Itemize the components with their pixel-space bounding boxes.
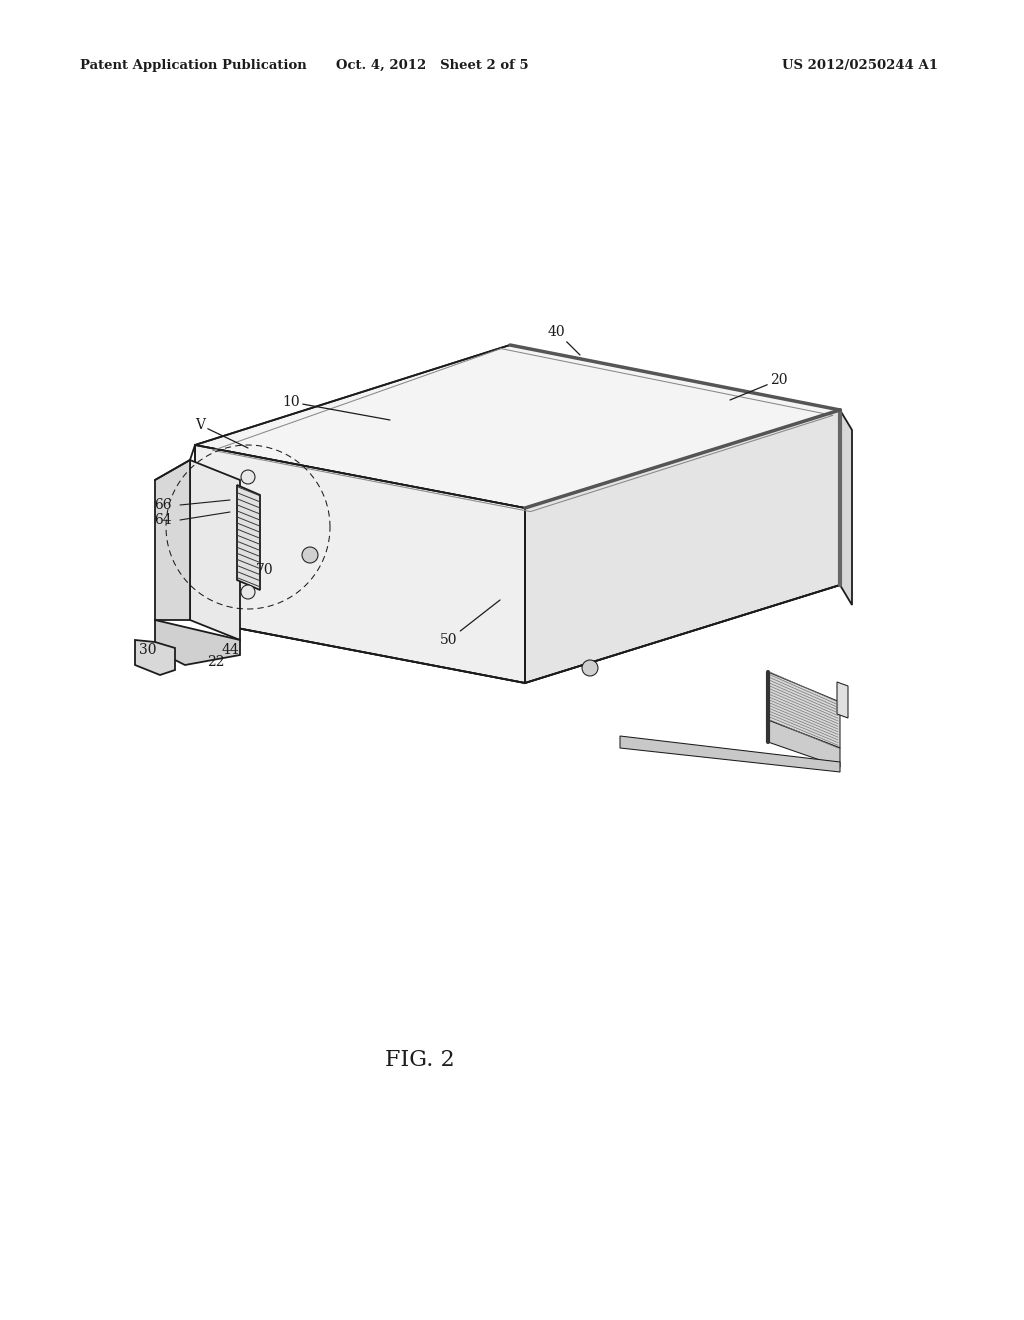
Text: V: V	[195, 418, 248, 447]
Text: 64: 64	[155, 513, 172, 527]
Polygon shape	[768, 672, 840, 748]
Circle shape	[241, 470, 255, 484]
Text: 70: 70	[256, 564, 273, 577]
Polygon shape	[155, 459, 190, 620]
Text: 22: 22	[207, 655, 224, 669]
Circle shape	[582, 660, 598, 676]
Text: 44: 44	[221, 643, 239, 657]
Polygon shape	[190, 459, 240, 640]
Polygon shape	[620, 737, 840, 772]
Text: Oct. 4, 2012   Sheet 2 of 5: Oct. 4, 2012 Sheet 2 of 5	[336, 58, 528, 71]
Text: US 2012/0250244 A1: US 2012/0250244 A1	[782, 58, 938, 71]
Polygon shape	[195, 445, 525, 682]
Polygon shape	[155, 620, 240, 665]
Text: 40: 40	[548, 325, 580, 355]
Polygon shape	[135, 640, 175, 675]
Text: 30: 30	[139, 643, 157, 657]
Polygon shape	[237, 484, 260, 590]
Polygon shape	[768, 719, 840, 767]
Text: 50: 50	[440, 601, 500, 647]
Text: 10: 10	[283, 395, 390, 420]
Text: 20: 20	[730, 374, 787, 400]
Circle shape	[302, 546, 318, 564]
Text: Patent Application Publication: Patent Application Publication	[80, 58, 307, 71]
Polygon shape	[195, 345, 840, 508]
Polygon shape	[837, 682, 848, 718]
Circle shape	[241, 585, 255, 599]
Polygon shape	[840, 411, 852, 605]
Polygon shape	[525, 411, 840, 682]
Text: 66: 66	[155, 498, 172, 512]
Text: FIG. 2: FIG. 2	[385, 1049, 455, 1071]
